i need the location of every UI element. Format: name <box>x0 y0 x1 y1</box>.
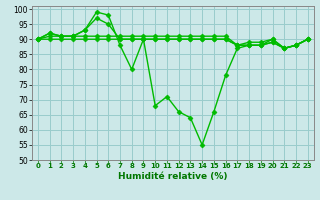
X-axis label: Humidité relative (%): Humidité relative (%) <box>118 172 228 181</box>
